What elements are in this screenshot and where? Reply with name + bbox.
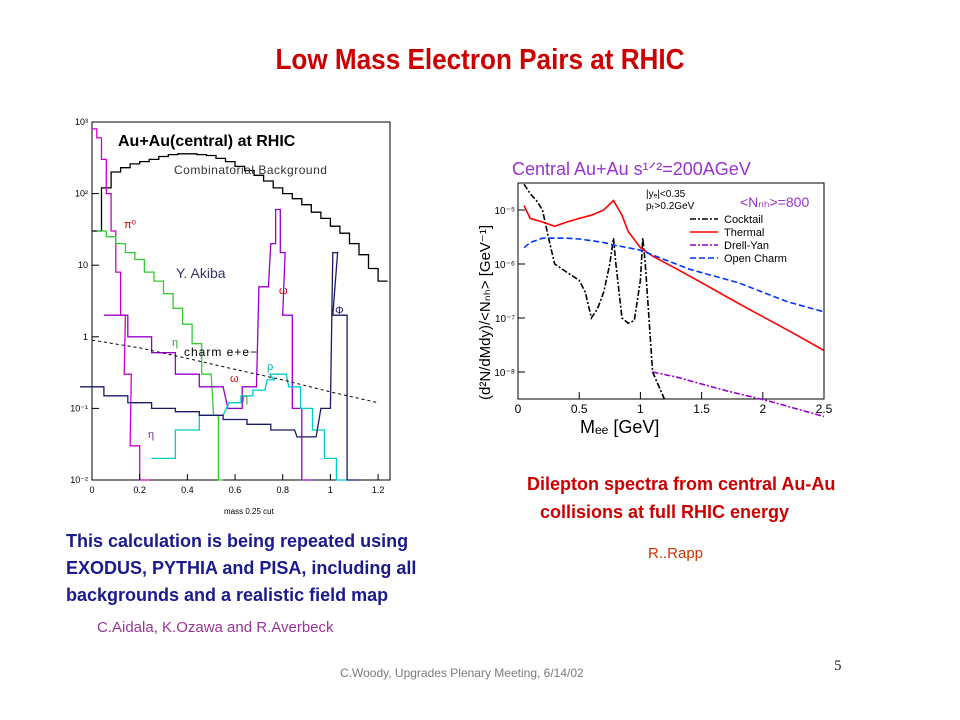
left-chart-series-charm-line: [91, 339, 379, 404]
right-chart-ytick-label: 10⁻⁵: [494, 206, 515, 217]
left-chart-series-5-line: [80, 251, 362, 481]
left-caption-line-1: This calculation is being repeated using: [66, 531, 409, 551]
right-chart-xtick-label: 0.5: [571, 402, 588, 416]
right-chart-nch: <Nₙₕ>=800: [740, 194, 809, 210]
left-chart-ytick-label: 10⁻²: [70, 475, 88, 485]
left-chart-label-rho: ρ: [267, 361, 273, 373]
slide-number: 5: [834, 658, 842, 674]
left-chart-title: Au+Au(central) at RHIC: [118, 133, 296, 150]
right-chart: Central Au+Au s¹ᐟ²=200AGeV 0 0.5 1 1.5 2 2.5 1…: [460, 155, 832, 445]
right-chart-ytick-label: 10⁻⁷: [495, 314, 515, 325]
left-chart-label-pi0: π⁰: [124, 219, 137, 231]
right-chart-xtick-label: 2.5: [816, 402, 832, 416]
right-chart-legend-label: Drell-Yan: [724, 240, 769, 252]
right-chart-legend-label: Open Charm: [724, 253, 787, 265]
left-chart-xtick-label: 1.2: [372, 485, 385, 495]
right-chart-xtick-label: 1.5: [693, 402, 710, 416]
right-chart-series-drell-yan-line: [652, 371, 825, 418]
right-chart-cut-rapidity: |yₑ|<0.35: [646, 189, 686, 200]
right-chart-ytick-label: 10⁻⁶: [494, 260, 515, 271]
right-chart-xlabel: Mₑₑ [GeV]: [580, 417, 659, 437]
right-chart-legend-label: Thermal: [724, 227, 764, 239]
left-chart-xtick-label: 0.2: [133, 485, 146, 495]
left-chart-annotation-akiba: Y. Akiba: [176, 265, 226, 281]
left-chart-annotation-charm: charm e+e−: [184, 345, 258, 359]
right-chart-series-thermal-line: [523, 199, 825, 352]
left-chart-ytick-label: 1: [83, 332, 88, 342]
left-chart-frame: [91, 121, 391, 481]
left-chart-label-eta-small: η: [242, 393, 248, 405]
left-chart-xlabel: mass 0.25 cut: [224, 507, 275, 516]
right-credit: R..Rapp: [648, 545, 704, 562]
left-chart-xtick-label: 0: [89, 485, 94, 495]
right-chart-ytick-label: 10⁻⁸: [494, 368, 515, 379]
left-chart-label-phi: Φ: [335, 305, 344, 317]
right-caption-line-2: collisions at full RHIC energy: [540, 502, 790, 522]
left-chart-label-omega-low: ω: [230, 373, 239, 385]
left-chart-xtick-label: 0.4: [181, 485, 194, 495]
left-chart-ytick-label: 10³: [75, 118, 88, 127]
left-chart-series-1-line: [92, 128, 150, 481]
left-chart-label-omega-top: ω: [279, 285, 288, 297]
left-chart-ytick-label: 10⁻¹: [70, 403, 88, 413]
left-chart-ticks: 0 0.2 0.4 0.6 0.8 1 1.2 10⁻² 10⁻¹ 1 10 10² 10³: [70, 118, 384, 495]
left-chart-ytick-label: 10: [78, 260, 88, 270]
left-chart-series: [80, 128, 388, 481]
left-chart-ytick-label: 10²: [75, 189, 88, 199]
left-chart-xtick-label: 0.8: [276, 485, 289, 495]
right-chart-title: Central Au+Au s¹ᐟ²=200AGeV: [512, 159, 751, 179]
right-chart-xtick-label: 2: [759, 402, 766, 416]
right-chart-ticks: 0 0.5 1 1.5 2 2.5 10⁻⁸ 10⁻⁷ 10⁻⁶ 10⁻⁵: [494, 206, 832, 416]
right-chart-series-cocktail-line: [523, 183, 666, 401]
right-caption-line-1: Dilepton spectra from central Au-Au: [527, 474, 836, 494]
left-caption-line-2: EXODUS, PYTHIA and PISA, including all: [66, 558, 417, 578]
right-chart-xtick-label: 0: [515, 402, 522, 416]
slide-title: Low Mass Electron Pairs at RHIC: [275, 44, 685, 76]
left-chart-xtick-label: 1: [328, 485, 333, 495]
left-chart-xtick-label: 0.6: [229, 485, 242, 495]
right-chart-legend-label: Cocktail: [724, 214, 763, 226]
right-chart-frame: [517, 182, 825, 400]
left-chart-series-0-line: [92, 153, 388, 282]
left-chart: 0 0.2 0.4 0.6 0.8 1 1.2 10⁻² 10⁻¹ 1 10 10² 10³ Au+Au…: [64, 118, 400, 518]
right-chart-series: [523, 183, 825, 418]
left-chart-annotation-combinatorial: Combinatorial Background: [174, 163, 327, 177]
footer: C.Woody, Upgrades Plenary Meeting, 6/14/…: [340, 666, 584, 680]
left-credit: C.Aidala, K.Ozawa and R.Averbeck: [97, 619, 334, 636]
left-chart-label-eta-green: η: [172, 337, 178, 349]
left-chart-label-eta-purple: η: [148, 429, 154, 441]
right-chart-cut-pt: pₜ>0.2GeV: [646, 201, 695, 212]
right-chart-xtick-label: 1: [637, 402, 644, 416]
left-chart-series-2-line: [96, 230, 224, 481]
left-caption-line-3: backgrounds and a realistic field map: [66, 585, 389, 605]
right-chart-ylabel: (d²N/dMdy)/<Nₙₕ> [GeV⁻¹]: [477, 225, 494, 400]
